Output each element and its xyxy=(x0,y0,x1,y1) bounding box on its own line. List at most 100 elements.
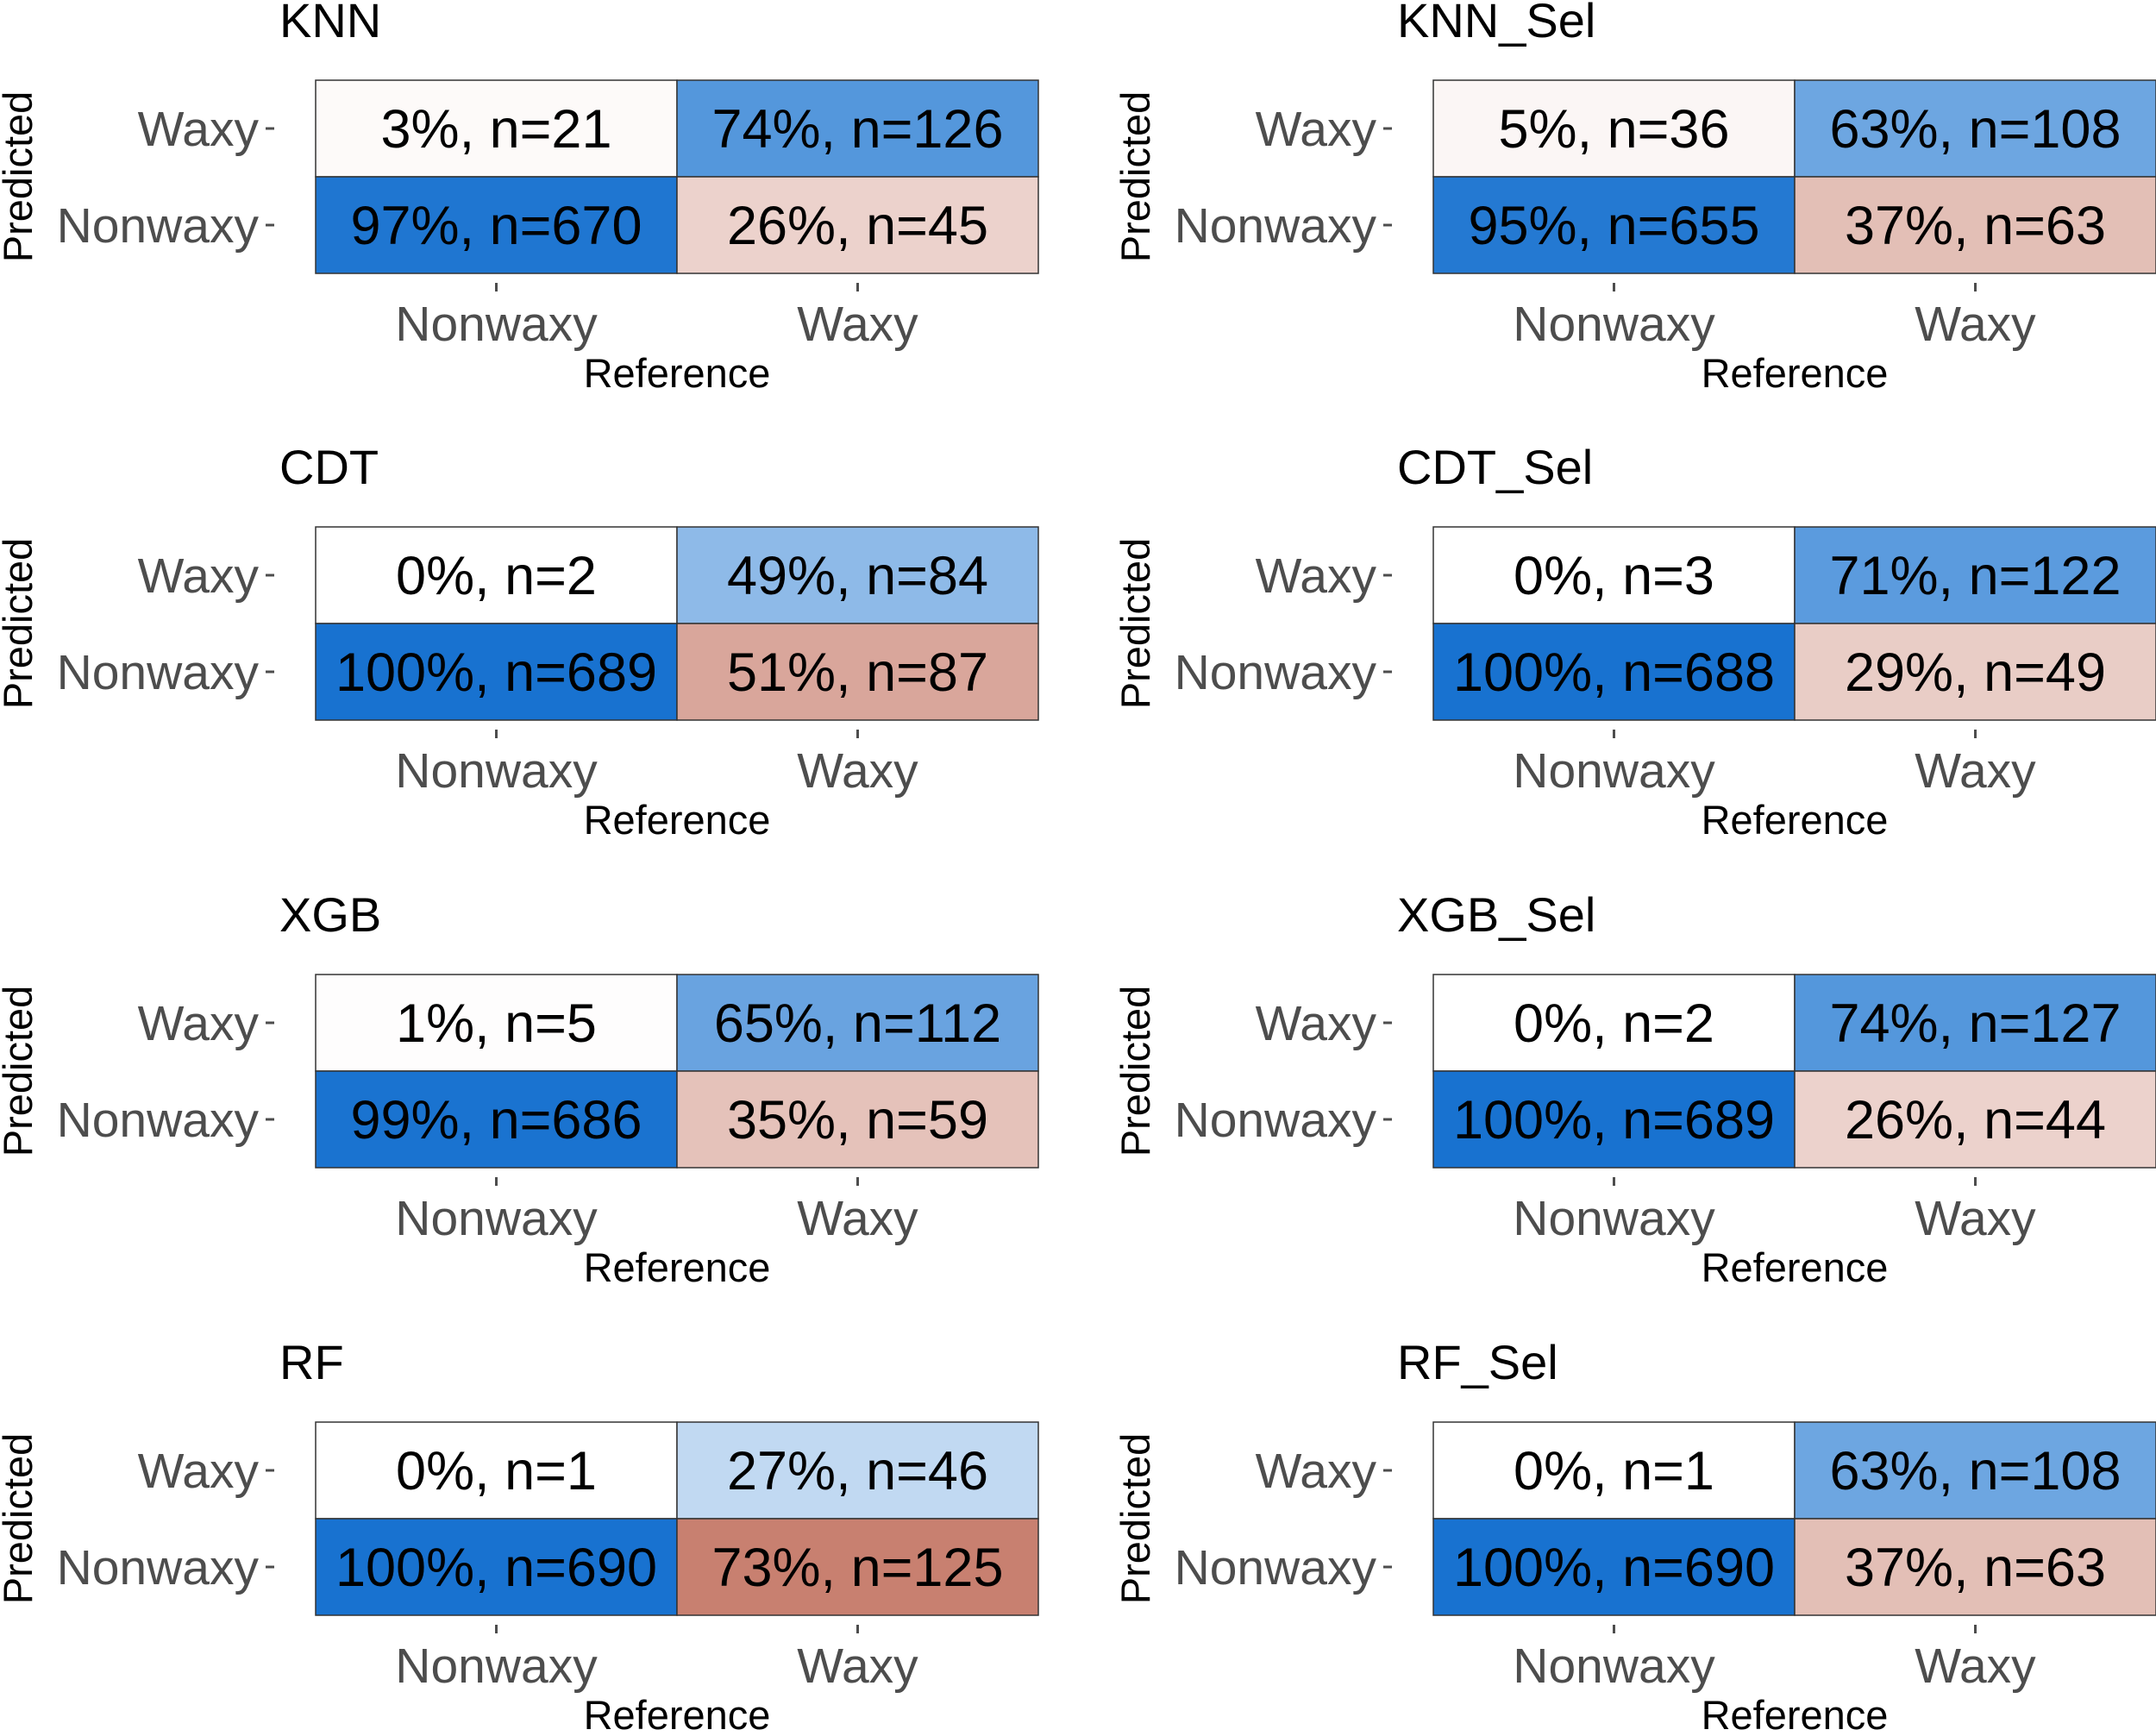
y-tick-label: Nonwaxy xyxy=(1175,1093,1377,1148)
x-axis-label: Reference xyxy=(584,797,771,843)
cell-nonwaxy-nonwaxy xyxy=(1432,1518,1796,1616)
cell-label: 0%, n=3 xyxy=(1514,546,1714,606)
x-tick-label: Nonwaxy xyxy=(1513,743,1715,799)
cell-waxy-nonwaxy xyxy=(1432,526,1796,624)
panel-rf-sel: RF_Sel 0%, n=1 63%, n=108 100%, n=690 37%, n… xyxy=(1112,1335,2156,1736)
panel-title: KNN xyxy=(279,0,381,47)
panel-xgb-sel: XGB_Sel 0%, n=2 74%, n=127 100%, n=689 26%, … xyxy=(1112,887,2156,1290)
y-axis-label: Predicted xyxy=(0,986,41,1157)
cell-nonwaxy-waxy xyxy=(1794,176,2156,274)
y-tick-label: Waxy xyxy=(1256,102,1377,157)
cell-waxy-waxy xyxy=(1794,974,2156,1072)
cell-nonwaxy-nonwaxy xyxy=(1432,623,1796,721)
cell-label: 63%, n=108 xyxy=(1829,1441,2121,1501)
y-tick-label: Waxy xyxy=(138,548,260,604)
cell-nonwaxy-nonwaxy xyxy=(315,176,678,274)
y-tick-label: Nonwaxy xyxy=(57,645,260,700)
x-tick-label: Waxy xyxy=(1915,743,2036,799)
cell-nonwaxy-waxy xyxy=(676,1518,1039,1616)
y-axis-label: Predicted xyxy=(0,91,41,263)
panel-title: CDT xyxy=(279,440,379,494)
panel-title: KNN_Sel xyxy=(1397,0,1595,47)
y-axis-label: Predicted xyxy=(1112,538,1158,710)
cell-label: 37%, n=63 xyxy=(1845,1538,2106,1598)
cell-label: 65%, n=112 xyxy=(714,993,1001,1054)
cell-label: 3%, n=21 xyxy=(381,99,612,160)
x-axis-label: Reference xyxy=(584,1244,771,1290)
panel-cdt-sel: CDT_Sel 0%, n=3 71%, n=122 100%, n=688 29%, … xyxy=(1112,440,2156,843)
cell-waxy-nonwaxy xyxy=(315,1421,678,1520)
x-axis-label: Reference xyxy=(1702,1244,1889,1290)
cell-label: 29%, n=49 xyxy=(1845,642,2106,703)
x-tick-label: Nonwaxy xyxy=(1513,297,1715,352)
cell-label: 100%, n=688 xyxy=(1453,642,1775,703)
cell-waxy-waxy xyxy=(676,1421,1039,1520)
cell-label: 63%, n=108 xyxy=(1829,99,2121,160)
y-tick-label: Waxy xyxy=(138,996,260,1051)
panel-title: RF xyxy=(279,1335,344,1389)
cell-nonwaxy-waxy xyxy=(676,1070,1039,1169)
x-tick-label: Waxy xyxy=(797,1639,918,1694)
cell-label: 71%, n=122 xyxy=(1829,546,2121,606)
cell-waxy-waxy xyxy=(676,79,1039,178)
cell-label: 97%, n=670 xyxy=(350,196,642,256)
cell-waxy-waxy xyxy=(1794,1421,2156,1520)
cell-nonwaxy-nonwaxy xyxy=(315,1070,678,1169)
cell-label: 0%, n=1 xyxy=(1514,1441,1714,1501)
cell-label: 26%, n=44 xyxy=(1845,1090,2106,1150)
x-tick-label: Nonwaxy xyxy=(395,1191,598,1246)
y-axis-label: Predicted xyxy=(1112,986,1158,1157)
cell-waxy-nonwaxy xyxy=(315,79,678,178)
y-axis-label: Predicted xyxy=(1112,91,1158,263)
y-tick-label: Nonwaxy xyxy=(1175,645,1377,700)
cell-label: 95%, n=655 xyxy=(1468,196,1759,256)
x-axis-label: Reference xyxy=(1702,797,1889,843)
cell-nonwaxy-nonwaxy xyxy=(1432,176,1796,274)
y-tick-label: Waxy xyxy=(138,102,260,157)
cell-nonwaxy-waxy xyxy=(1794,1070,2156,1169)
panel-knn: KNN 3%, n=21 74%, n=126 97%, n=670 26%, n=45… xyxy=(0,0,1039,396)
x-tick-label: Waxy xyxy=(797,1191,918,1246)
cell-waxy-nonwaxy xyxy=(315,526,678,624)
cell-label: 73%, n=125 xyxy=(711,1538,1003,1598)
cell-label: 0%, n=2 xyxy=(1514,993,1714,1054)
cell-label: 74%, n=126 xyxy=(711,99,1003,160)
x-axis-label: Reference xyxy=(584,1692,771,1736)
cell-label: 35%, n=59 xyxy=(727,1090,988,1150)
x-axis-label: Reference xyxy=(584,350,771,396)
cell-waxy-waxy xyxy=(1794,526,2156,624)
y-tick-label: Nonwaxy xyxy=(1175,198,1377,254)
x-axis-label: Reference xyxy=(1702,1692,1889,1736)
x-tick-label: Waxy xyxy=(1915,297,2036,352)
cell-label: 100%, n=689 xyxy=(1453,1090,1775,1150)
cell-nonwaxy-nonwaxy xyxy=(1432,1070,1796,1169)
x-tick-label: Nonwaxy xyxy=(395,1639,598,1694)
cell-label: 74%, n=127 xyxy=(1829,993,2121,1054)
cell-label: 0%, n=2 xyxy=(396,546,597,606)
cell-waxy-waxy xyxy=(1794,79,2156,178)
y-axis-label: Predicted xyxy=(1112,1433,1158,1605)
y-tick-label: Waxy xyxy=(1256,996,1377,1051)
cell-nonwaxy-waxy xyxy=(1794,1518,2156,1616)
cell-nonwaxy-nonwaxy xyxy=(315,1518,678,1616)
y-axis-label: Predicted xyxy=(0,538,41,710)
cell-nonwaxy-waxy xyxy=(1794,623,2156,721)
panel-title: XGB_Sel xyxy=(1397,887,1595,942)
cell-label: 100%, n=690 xyxy=(335,1538,657,1598)
cell-waxy-waxy xyxy=(676,974,1039,1072)
y-tick-label: Waxy xyxy=(138,1444,260,1499)
cell-nonwaxy-waxy xyxy=(676,176,1039,274)
cell-label: 26%, n=45 xyxy=(727,196,988,256)
y-tick-label: Waxy xyxy=(1256,548,1377,604)
cell-label: 37%, n=63 xyxy=(1845,196,2106,256)
y-tick-label: Nonwaxy xyxy=(57,198,260,254)
panel-xgb: XGB 1%, n=5 65%, n=112 99%, n=686 35%, n=59 W… xyxy=(0,887,1039,1290)
y-axis-label: Predicted xyxy=(0,1433,41,1605)
x-tick-label: Waxy xyxy=(797,297,918,352)
cell-label: 0%, n=1 xyxy=(396,1441,597,1501)
x-tick-label: Waxy xyxy=(797,743,918,799)
x-tick-label: Waxy xyxy=(1915,1191,2036,1246)
y-tick-label: Nonwaxy xyxy=(57,1540,260,1595)
x-tick-label: Nonwaxy xyxy=(1513,1191,1715,1246)
